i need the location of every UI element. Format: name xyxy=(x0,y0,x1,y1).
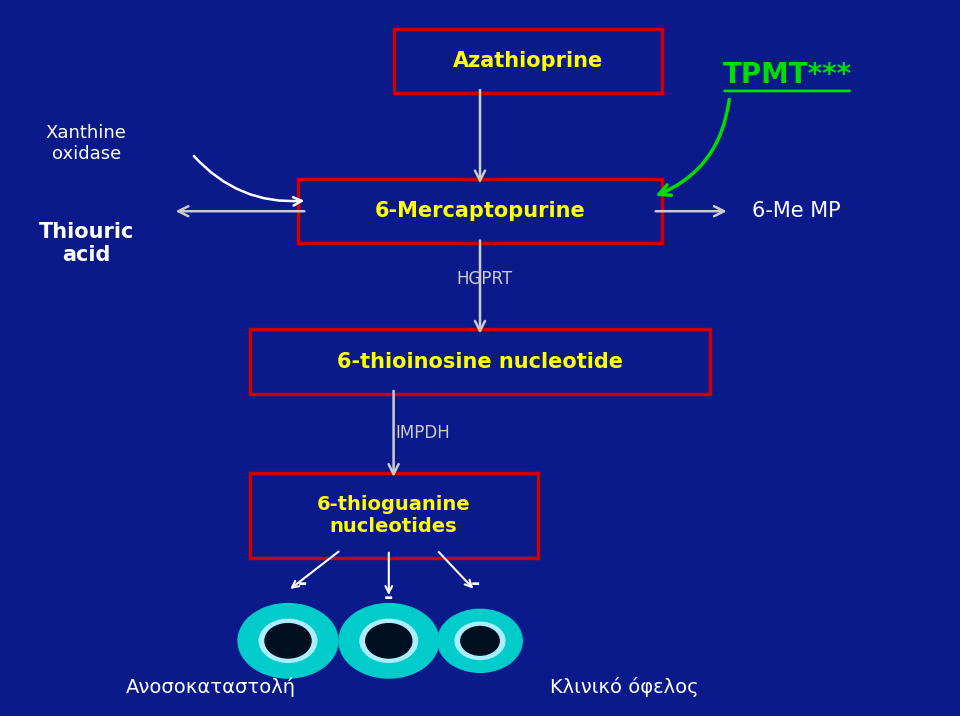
Circle shape xyxy=(438,609,522,672)
Text: 6-thioinosine nucleotide: 6-thioinosine nucleotide xyxy=(337,352,623,372)
Text: Xanthine
oxidase: Xanthine oxidase xyxy=(46,124,127,163)
FancyBboxPatch shape xyxy=(250,473,538,558)
FancyBboxPatch shape xyxy=(250,329,710,394)
Text: Κλινικό όφελος: Κλινικό όφελος xyxy=(550,677,698,697)
Text: 6-thioguanine
nucleotides: 6-thioguanine nucleotides xyxy=(317,495,470,536)
FancyBboxPatch shape xyxy=(394,29,662,93)
Text: Azathioprine: Azathioprine xyxy=(453,51,603,71)
Circle shape xyxy=(259,619,317,662)
Text: -: - xyxy=(298,574,307,594)
Circle shape xyxy=(238,604,338,678)
Circle shape xyxy=(360,619,418,662)
Text: IMPDH: IMPDH xyxy=(395,424,450,442)
Text: -: - xyxy=(470,574,480,594)
Text: Ανοσοκαταστολή: Ανοσοκαταστολή xyxy=(126,677,297,697)
Circle shape xyxy=(366,624,412,658)
Circle shape xyxy=(265,624,311,658)
FancyBboxPatch shape xyxy=(298,179,662,243)
Circle shape xyxy=(339,604,439,678)
Text: Thiouric
acid: Thiouric acid xyxy=(38,222,134,265)
Circle shape xyxy=(455,622,505,659)
Text: -: - xyxy=(384,588,394,608)
Text: 6-Mercaptopurine: 6-Mercaptopurine xyxy=(374,201,586,221)
Text: HGPRT: HGPRT xyxy=(457,270,513,289)
Text: TPMT***: TPMT*** xyxy=(723,61,852,90)
Circle shape xyxy=(461,626,499,655)
Text: 6-Me MP: 6-Me MP xyxy=(753,201,841,221)
